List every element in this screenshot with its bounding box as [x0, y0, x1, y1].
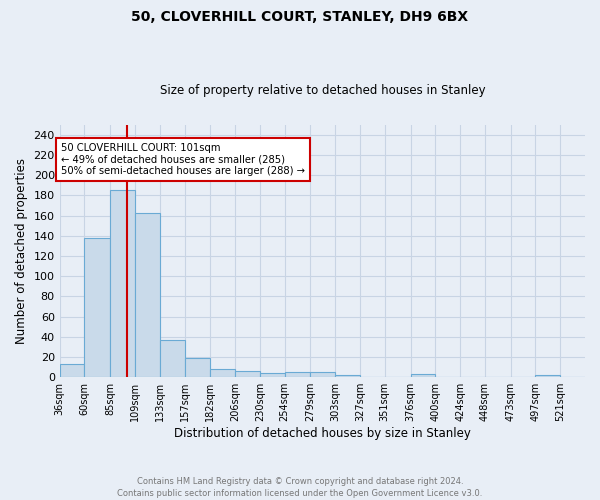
Bar [85, 238, 110, 377]
Bar [335, 375, 360, 377]
Bar [135, 214, 160, 377]
Text: 50 CLOVERHILL COURT: 101sqm
← 49% of detached houses are smaller (285)
50% of se: 50 CLOVERHILL COURT: 101sqm ← 49% of det… [61, 142, 305, 176]
Bar [110, 190, 135, 377]
Bar [260, 373, 284, 377]
Y-axis label: Number of detached properties: Number of detached properties [15, 158, 28, 344]
Bar [310, 372, 335, 377]
X-axis label: Distribution of detached houses by size in Stanley: Distribution of detached houses by size … [174, 427, 471, 440]
Title: Size of property relative to detached houses in Stanley: Size of property relative to detached ho… [160, 84, 485, 97]
Bar [211, 369, 235, 377]
Bar [59, 364, 85, 377]
Bar [410, 374, 436, 377]
Bar [535, 375, 560, 377]
Text: 50, CLOVERHILL COURT, STANLEY, DH9 6BX: 50, CLOVERHILL COURT, STANLEY, DH9 6BX [131, 10, 469, 24]
Bar [284, 372, 310, 377]
Bar [185, 358, 211, 377]
Bar [235, 371, 260, 377]
Text: Contains HM Land Registry data © Crown copyright and database right 2024.
Contai: Contains HM Land Registry data © Crown c… [118, 476, 482, 498]
Bar [160, 340, 185, 377]
